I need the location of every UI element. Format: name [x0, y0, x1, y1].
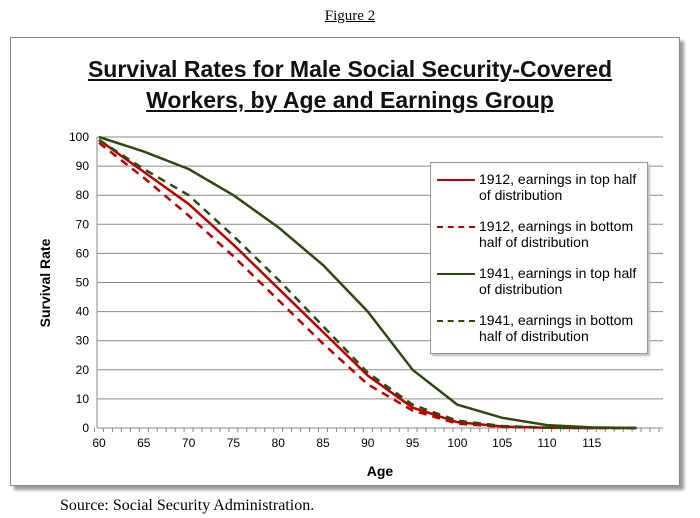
legend-swatch: [437, 320, 475, 322]
x-tick-label: 110: [537, 436, 556, 450]
y-tick-label: 100: [69, 130, 89, 144]
y-axis-label: Survival Rate: [37, 238, 53, 327]
y-tick-label: 40: [76, 305, 90, 319]
series-line-3: [98, 135, 637, 430]
x-axis-label: Age: [367, 463, 394, 479]
figure-label: Figure 2: [324, 8, 376, 24]
legend-swatch: [437, 273, 475, 275]
x-tick-label: 100: [447, 436, 467, 450]
legend-item-label: 1912, earnings in bottom half of distrib…: [479, 218, 634, 250]
x-tick-label: 75: [227, 436, 241, 450]
y-tick-label: 60: [76, 246, 90, 260]
x-tick-label: 60: [92, 436, 106, 450]
x-tick-label: 115: [582, 436, 601, 450]
y-tick-label: 90: [76, 159, 90, 173]
x-tick-label: 95: [406, 436, 420, 450]
legend-item-label: 1941, earnings in top half of distributi…: [479, 265, 637, 297]
source-note: Source: Social Security Administration.: [60, 497, 315, 514]
legend-item-label: 1941, earnings in bottom half of distrib…: [479, 312, 634, 344]
y-tick-label: 80: [76, 188, 90, 202]
y-tick-label: 50: [76, 276, 90, 290]
x-tick-label: 65: [137, 436, 151, 450]
y-tick-label: 20: [76, 363, 90, 377]
x-tick-label: 85: [316, 436, 330, 450]
y-tick-label: 30: [76, 334, 90, 348]
y-tick-label: 10: [76, 392, 90, 406]
legend-item-label: 1912, earnings in top half of distributi…: [479, 171, 637, 203]
x-tick-label: 90: [361, 436, 375, 450]
legend-swatch: [437, 179, 475, 181]
x-tick-label: 70: [182, 436, 196, 450]
y-tick-label: 0: [82, 421, 89, 435]
series-line-4: [98, 138, 637, 430]
legend: 1912, earnings in top half of distributi…: [430, 162, 648, 354]
x-tick-label: 80: [272, 436, 286, 450]
x-tick-label: 105: [492, 436, 512, 450]
y-tick-label: 70: [76, 217, 90, 231]
legend-swatch: [437, 226, 475, 228]
chart-title: Survival Rates for Male Social Security-…: [87, 56, 613, 113]
